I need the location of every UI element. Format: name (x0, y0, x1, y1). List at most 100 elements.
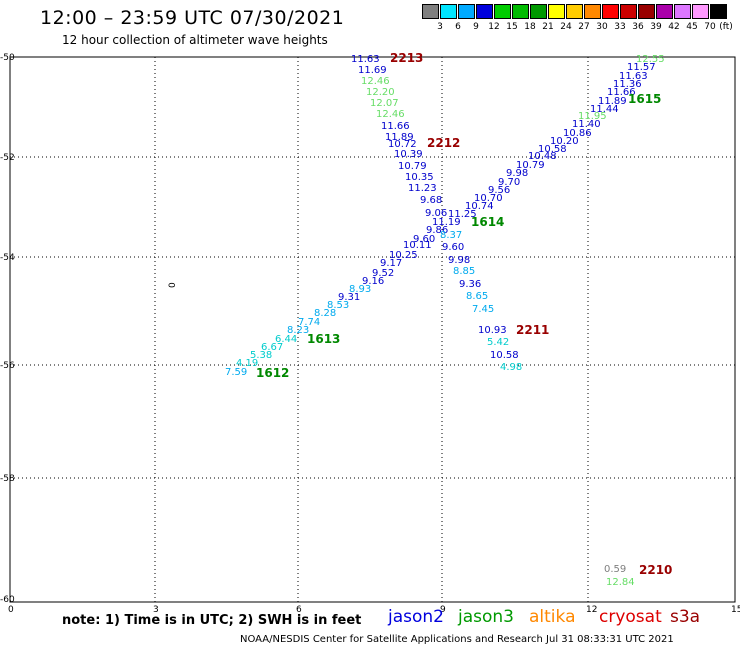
scale-label: 12 (488, 22, 500, 32)
scale-swatch (458, 4, 475, 19)
pass-time-label: 2213 (390, 51, 423, 65)
wave-height-value: 11.66 (607, 87, 636, 98)
wave-height-value: 12.07 (370, 98, 399, 109)
scale-swatch (512, 4, 529, 19)
wave-height-value: 10.58 (538, 144, 567, 155)
credit-line: NOAA/NESDIS Center for Satellite Applica… (240, 634, 674, 645)
longitude-label: 15 (731, 605, 740, 615)
wave-height-value: 10.72 (388, 139, 417, 150)
map-frame (9, 56, 736, 603)
wave-height-value: 10.74 (465, 201, 494, 212)
wave-height-value: 9.86 (426, 225, 448, 236)
scale-label: 36 (632, 22, 644, 32)
longitude-label: 9 (440, 605, 446, 615)
latitude-label: -52 (0, 153, 15, 163)
wave-height-value: 11.95 (578, 111, 607, 122)
wave-height-value: 10.11 (403, 240, 432, 251)
wave-height-value: 11.36 (613, 79, 642, 90)
wave-height-value: 9.56 (488, 185, 510, 196)
wave-height-value: 9.31 (338, 292, 360, 303)
wave-height-value: 8.93 (349, 284, 371, 295)
scale-swatch (602, 4, 619, 19)
wave-height-value: 10.58 (490, 350, 519, 361)
wave-height-value: 10.20 (550, 136, 579, 147)
scale-swatch (584, 4, 601, 19)
wave-height-value: 11.57 (627, 62, 656, 73)
wave-height-value: 11.19 (432, 217, 461, 228)
scale-label: 3 (437, 22, 443, 32)
wave-height-value: 9.70 (498, 177, 520, 188)
wave-height-value: 10.48 (528, 151, 557, 162)
wave-height-value: 4.19 (236, 358, 258, 369)
scale-swatch (710, 4, 727, 19)
scale-swatch (548, 4, 565, 19)
wave-height-value: 10.35 (405, 172, 434, 183)
wave-height-value: 10.39 (394, 149, 423, 160)
longitude-label: 6 (296, 605, 302, 615)
pass-time-label: 2211 (516, 323, 549, 337)
wave-height-value: 9.06 (425, 208, 447, 219)
wave-height-value: 7.45 (472, 304, 494, 315)
wave-height-value: 11.25 (448, 209, 477, 220)
wave-height-value: 5.42 (487, 337, 509, 348)
wave-height-value: 8.65 (466, 291, 488, 302)
latitude-label: -50 (0, 53, 15, 63)
pass-time-label: 1615 (628, 92, 661, 106)
wave-height-value: 8.85 (453, 266, 475, 277)
pass-time-label: 1613 (307, 332, 340, 346)
wave-height-value: 7.74 (298, 317, 320, 328)
latitude-label: -60 (0, 595, 15, 605)
scale-swatch (692, 4, 709, 19)
stray-label: 0 (168, 282, 178, 288)
pass-time-label: 2212 (427, 136, 460, 150)
wave-height-value: 9.98 (448, 255, 470, 266)
wave-height-value: 12.55 (636, 54, 665, 65)
scale-label: 9 (473, 22, 479, 32)
wave-height-value: 9.60 (442, 242, 464, 253)
wave-height-value: 12.46 (376, 109, 405, 120)
footer-note: note: 1) Time is in UTC; 2) SWH is in fe… (62, 613, 362, 628)
wave-height-value: 11.40 (572, 119, 601, 130)
pass-time-label: 1612 (256, 366, 289, 380)
wave-height-value: 11.66 (381, 121, 410, 132)
scale-label: 70 (704, 22, 716, 32)
wave-height-value: 4.98 (500, 362, 522, 373)
wave-height-value: 9.60 (413, 234, 435, 245)
scale-unit: (ft) (719, 22, 733, 32)
wave-height-value: 12.20 (366, 87, 395, 98)
wave-height-value: 8.53 (327, 300, 349, 311)
scale-label: 21 (542, 22, 554, 32)
wave-height-value: 11.89 (598, 96, 627, 107)
map-title: 12:00 – 23:59 UTC 07/30/2021 (40, 7, 345, 29)
wave-height-value: 5.38 (250, 350, 272, 361)
scale-swatch (674, 4, 691, 19)
scale-swatch (476, 4, 493, 19)
scale-swatch (422, 4, 439, 19)
wave-height-labels: 11.6311.6912.4612.2012.0712.4611.6611.89… (168, 51, 672, 588)
scale-label: 30 (596, 22, 608, 32)
latitude-label: -54 (0, 253, 15, 263)
scale-swatch (620, 4, 637, 19)
wave-height-value: 9.68 (420, 195, 442, 206)
wave-height-value: 11.63 (351, 54, 380, 65)
scale-swatch (566, 4, 583, 19)
latitude-label: -58 (0, 474, 15, 484)
wave-height-value: 10.79 (516, 160, 545, 171)
satellite-name: altika (529, 607, 576, 627)
scale-label: 39 (650, 22, 662, 32)
scale-swatch (656, 4, 673, 19)
wave-height-value: 9.98 (506, 168, 528, 179)
satellite-name: cryosat (599, 607, 662, 627)
wave-height-value: 12.84 (606, 577, 635, 588)
scale-swatch (638, 4, 655, 19)
scale-swatch (440, 4, 457, 19)
satellite-name: s3a (670, 607, 701, 627)
scale-label: 27 (578, 22, 590, 32)
wave-height-value: 10.93 (478, 325, 507, 336)
longitude-label: 3 (153, 605, 159, 615)
scale-label: 42 (668, 22, 680, 32)
longitude-label: 0 (8, 605, 14, 615)
scale-label: 6 (455, 22, 461, 32)
wave-height-value: 9.17 (380, 258, 402, 269)
